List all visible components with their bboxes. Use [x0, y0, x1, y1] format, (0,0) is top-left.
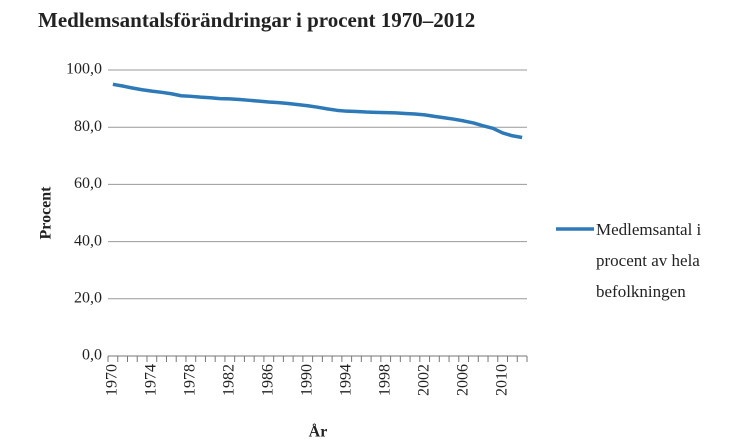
x-tick-label: 2010	[493, 364, 510, 396]
x-tick-label: 2006	[454, 364, 471, 396]
chart-title: Medlemsantalsförändringar i procent 1970…	[38, 8, 475, 32]
y-tick-label: 80,0	[74, 118, 102, 135]
x-axis-label: År	[309, 423, 328, 441]
y-tick-label: 0,0	[82, 347, 102, 364]
y-tick-label: 40,0	[74, 232, 102, 249]
y-tick-label: 60,0	[74, 175, 102, 192]
legend-label: Medlemsantal i procent av hela befolknin…	[596, 220, 702, 301]
y-axis-label: Procent	[38, 186, 55, 240]
x-tick-label: 1998	[376, 364, 393, 396]
x-tick-label: 1986	[259, 364, 276, 396]
x-tick-label: 1978	[181, 364, 198, 396]
x-tick-label: 1990	[298, 364, 315, 396]
x-tick-label: 1982	[220, 364, 237, 396]
data-line	[112, 82, 523, 140]
x-tick-label: 2002	[415, 364, 432, 396]
x-tick-label: 1974	[143, 364, 160, 396]
x-tick-label: 1970	[104, 364, 121, 396]
y-tick-label: 100,0	[66, 61, 102, 78]
x-tick-label: 1994	[337, 364, 354, 396]
y-tick-label: 20,0	[74, 289, 102, 306]
